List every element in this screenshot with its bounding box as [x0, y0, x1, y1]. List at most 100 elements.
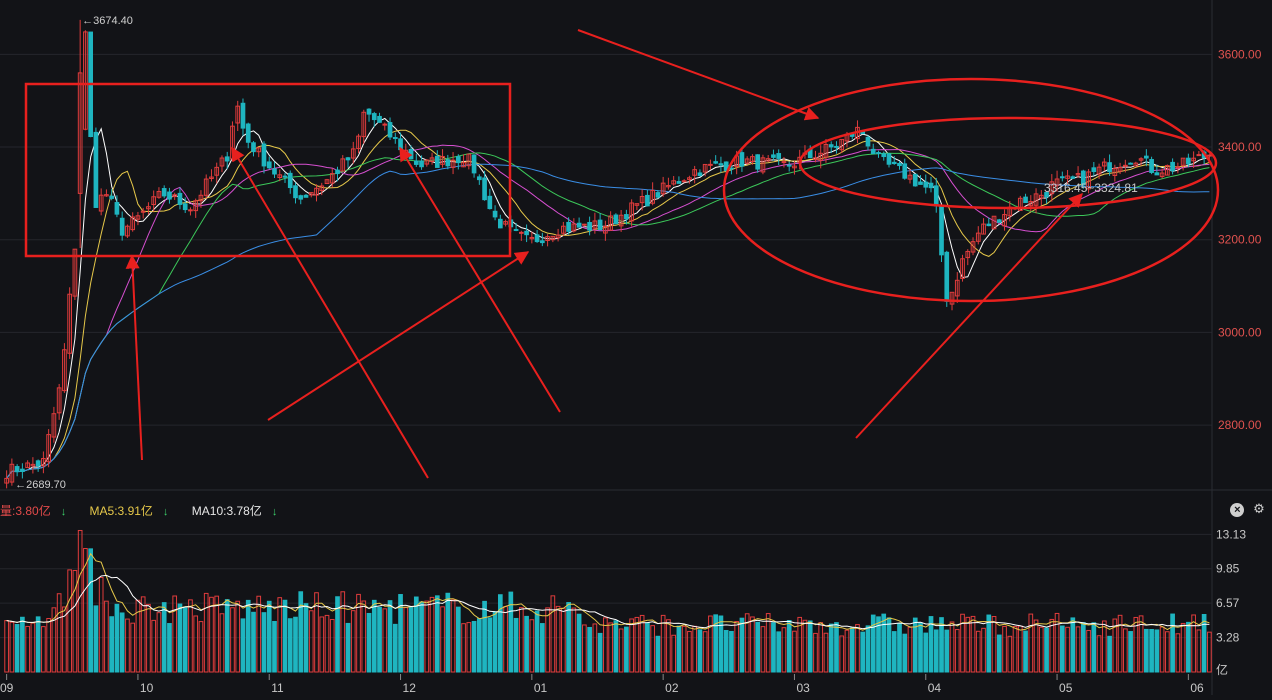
gear-icon[interactable]: ⚙ — [1253, 501, 1265, 516]
legend-ma5-label: MA5:3.91亿 — [89, 504, 153, 518]
volume-bar — [534, 610, 540, 673]
candle-body — [366, 108, 372, 115]
volume-bar — [975, 630, 981, 673]
volume-bar — [639, 614, 645, 673]
candle — [377, 112, 382, 123]
volume-bar — [676, 625, 682, 673]
candle — [14, 464, 20, 477]
candle — [692, 165, 697, 184]
candle-body — [314, 187, 319, 196]
candle-body — [1207, 154, 1212, 157]
candle — [645, 189, 650, 207]
candle-body — [949, 291, 955, 305]
candle-body — [954, 279, 960, 297]
candle — [434, 150, 440, 168]
candle — [576, 217, 582, 228]
volume-bar — [445, 592, 451, 673]
candle-body — [881, 153, 887, 158]
volume-bar — [991, 616, 997, 673]
candle — [492, 205, 498, 221]
volume-bar — [1096, 635, 1102, 673]
volume-bar — [440, 606, 445, 673]
candle — [681, 179, 687, 183]
volume-bar — [429, 596, 435, 673]
candle — [1091, 162, 1097, 176]
close-icon[interactable]: × — [1230, 503, 1245, 517]
candle — [20, 463, 25, 479]
candle — [1033, 188, 1039, 214]
candle — [1054, 170, 1060, 192]
volume-bar — [1075, 626, 1081, 673]
volume-bar — [613, 620, 619, 673]
candle — [786, 161, 792, 172]
candle-body — [1049, 181, 1055, 195]
candle-body — [140, 210, 146, 213]
candle — [161, 185, 167, 199]
volume-bar — [67, 569, 72, 673]
candle-body — [1080, 170, 1086, 186]
volume-bar — [298, 591, 304, 673]
candle-body — [503, 221, 508, 225]
candle — [119, 211, 125, 241]
candle-body — [618, 214, 624, 227]
candle-body — [876, 152, 881, 155]
candle-body — [555, 234, 561, 239]
candle — [151, 190, 157, 212]
volume-bar — [392, 623, 398, 673]
candle-body — [1107, 162, 1112, 173]
candle — [482, 170, 487, 201]
candle — [624, 209, 629, 225]
volume-bar — [608, 622, 613, 673]
volume-bar — [624, 626, 629, 673]
candle-body — [1138, 158, 1144, 161]
volume-bar — [114, 603, 120, 673]
volume-bar — [109, 616, 115, 673]
volume-bar — [839, 635, 845, 673]
candle-body — [356, 135, 361, 150]
price-tick-label: 3400.00 — [1218, 140, 1262, 154]
volume-bar — [687, 630, 692, 673]
candle-body — [135, 215, 141, 220]
candle-body — [30, 463, 36, 467]
volume-bar — [755, 621, 761, 673]
candle — [266, 156, 272, 170]
candle — [497, 214, 503, 229]
volume-bar — [98, 576, 104, 673]
volume-bar — [471, 620, 477, 673]
candle — [960, 254, 965, 282]
volume-bar — [230, 607, 235, 673]
candle — [503, 219, 508, 227]
volume-bar — [970, 615, 976, 673]
candle — [781, 157, 787, 168]
candle — [529, 231, 535, 244]
volume-bar — [277, 597, 283, 673]
candle — [1186, 153, 1191, 168]
candle-body — [886, 153, 892, 165]
candle — [387, 117, 393, 141]
volume-bar — [849, 627, 855, 673]
candle — [792, 160, 797, 175]
volume-bar — [1107, 635, 1112, 673]
volume-bar — [25, 625, 30, 673]
candle-body — [219, 157, 225, 167]
volume-bar — [77, 529, 83, 673]
candle-body — [67, 293, 72, 354]
candle-body — [345, 157, 351, 161]
volume-bar — [524, 615, 529, 673]
candle-body — [419, 160, 424, 168]
annotations — [24, 29, 1220, 479]
candle-body — [676, 181, 682, 184]
month-label: 04 — [928, 681, 942, 695]
volume-bar — [1017, 625, 1023, 673]
volume-bar — [744, 613, 750, 673]
volume-bar — [807, 620, 813, 673]
volume-bar — [62, 606, 67, 673]
candle-body — [923, 181, 929, 188]
volume-bar — [886, 617, 892, 673]
candle — [744, 156, 750, 165]
candle — [818, 145, 824, 169]
volume-bar — [41, 626, 46, 673]
volume-bar — [35, 616, 41, 673]
volume-bar — [329, 618, 335, 673]
volume-bar — [996, 634, 1002, 673]
